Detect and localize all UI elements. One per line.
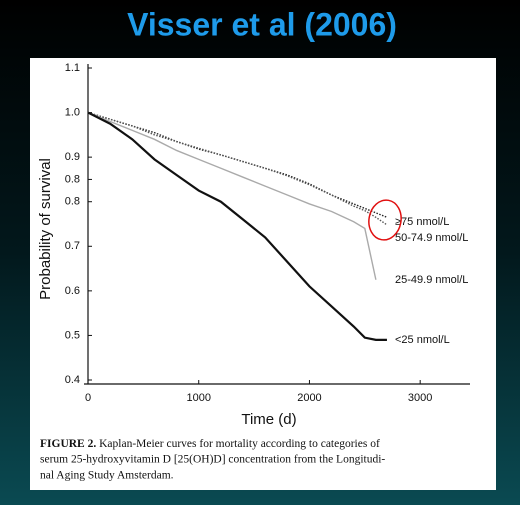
x-tick-label: 3000 bbox=[408, 392, 432, 404]
caption-text: Kaplan-Meier curves for mortality accord… bbox=[99, 438, 380, 450]
y-tick-label: 0.9 bbox=[65, 151, 80, 163]
y-tick-label: 1.0 bbox=[65, 106, 80, 118]
series-label: 50-74.9 nmol/L bbox=[395, 232, 468, 244]
y-tick-label: 0.4 bbox=[65, 374, 80, 386]
x-tick-label: 2000 bbox=[297, 392, 321, 404]
series-label: ≥75 nmol/L bbox=[395, 216, 449, 228]
caption-line: FIGURE 2. Kaplan-Meier curves for mortal… bbox=[40, 438, 380, 450]
figure-panel bbox=[30, 58, 496, 490]
y-tick-label: 0.8 bbox=[65, 173, 80, 185]
highlight-circle bbox=[368, 199, 402, 241]
y-tick-label: 1.1 bbox=[65, 62, 80, 74]
x-tick-label: 1000 bbox=[186, 392, 210, 404]
caption-line: nal Aging Study Amsterdam. bbox=[40, 470, 174, 482]
y-tick-label: 0.6 bbox=[65, 285, 80, 297]
caption-line: serum 25-hydroxyvitamin D [25(OH)D] conc… bbox=[40, 454, 385, 466]
slide-title: Visser et al (2006) bbox=[127, 6, 397, 42]
plot: 1.1 1.0 0.9 0.8 0.8 0.7 0.6 0.5 0.4 0 1000 2000 3000… bbox=[37, 62, 470, 428]
x-tick-label: 0 bbox=[85, 392, 91, 404]
survival-curve bbox=[87, 111, 387, 341]
series-label: <25 nmol/L bbox=[395, 334, 450, 346]
survival-curve bbox=[87, 111, 388, 226]
y-tick-label: 0.8 bbox=[65, 196, 80, 208]
series-label: 25-49.9 nmol/L bbox=[395, 274, 468, 286]
caption-label: FIGURE 2. bbox=[40, 438, 96, 450]
y-tick-label: 0.7 bbox=[65, 240, 80, 252]
y-axis-label: Probability of survival bbox=[37, 158, 54, 300]
y-tick-label: 0.5 bbox=[65, 329, 80, 341]
x-axis-label: Time (d) bbox=[241, 411, 296, 428]
survival-curve bbox=[87, 111, 377, 280]
